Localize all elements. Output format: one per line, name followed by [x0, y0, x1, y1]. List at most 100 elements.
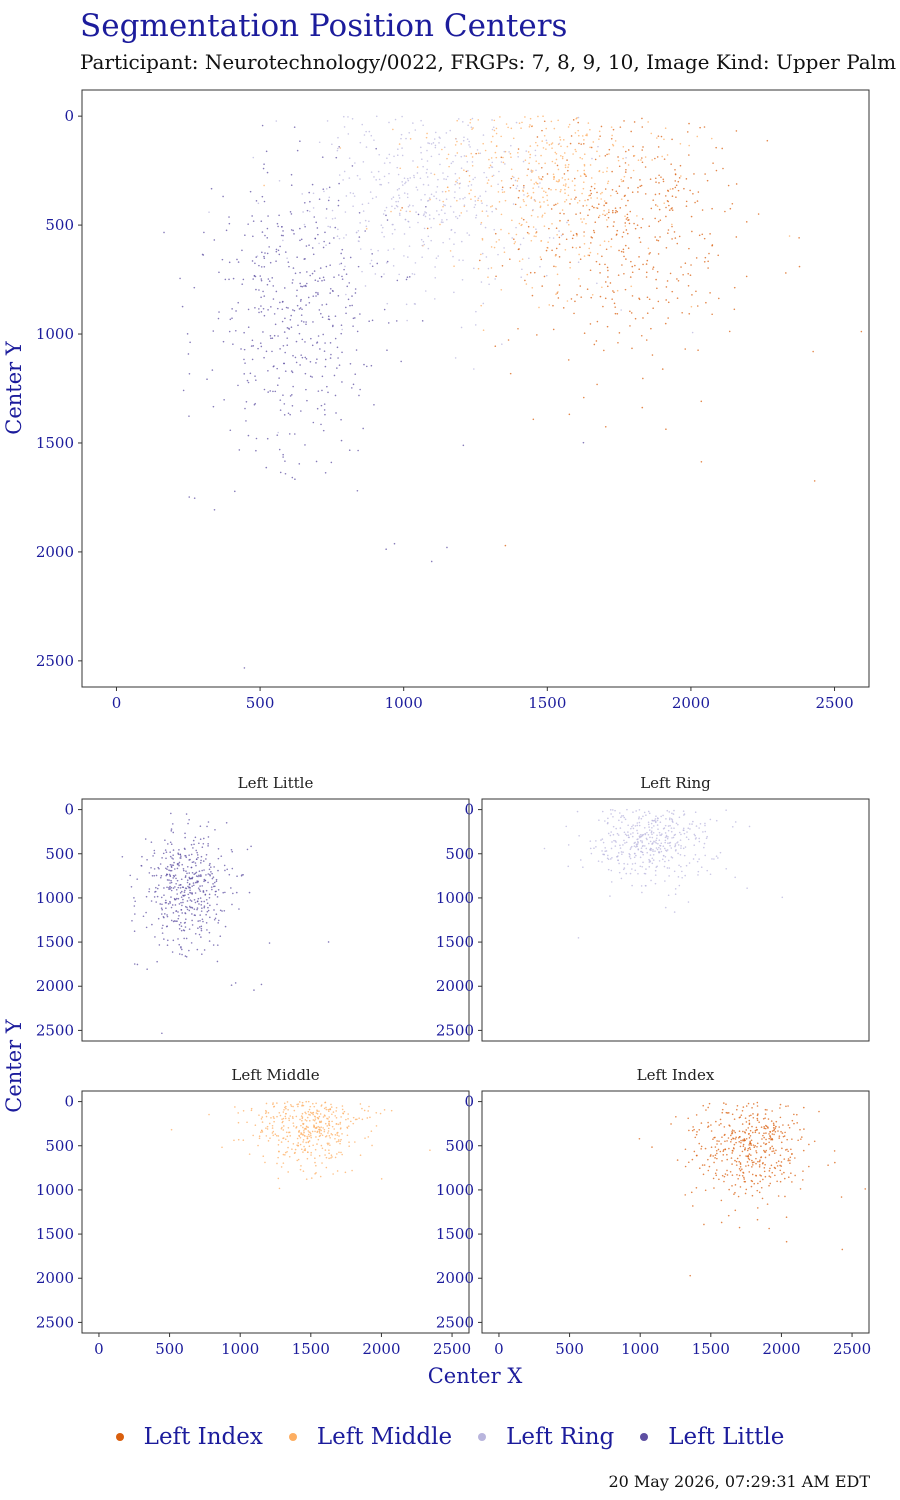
point [187, 353, 190, 355]
point [709, 292, 711, 294]
point [290, 213, 293, 215]
point [214, 917, 217, 920]
point [754, 1129, 757, 1132]
point [318, 242, 320, 245]
point [454, 357, 457, 359]
point [487, 276, 489, 279]
point [164, 902, 167, 904]
point [318, 277, 321, 280]
point [314, 1148, 317, 1151]
point [362, 161, 365, 163]
point [186, 872, 188, 875]
point [452, 255, 454, 258]
point [569, 142, 572, 145]
point [527, 151, 530, 153]
point [433, 173, 436, 176]
point [306, 209, 309, 212]
point [607, 821, 609, 824]
point [475, 216, 477, 219]
point [561, 177, 564, 179]
point [568, 123, 571, 126]
point [325, 1166, 328, 1169]
point [191, 876, 194, 879]
point [186, 906, 188, 909]
point [712, 162, 714, 164]
point [495, 207, 497, 210]
point [404, 218, 407, 221]
point [173, 861, 175, 864]
point [286, 337, 289, 339]
point [328, 1110, 330, 1112]
point [528, 232, 530, 235]
point [336, 149, 339, 152]
point [752, 1164, 754, 1166]
point [618, 165, 621, 168]
point [162, 852, 165, 855]
point [343, 126, 346, 128]
point [615, 233, 618, 236]
point [435, 197, 438, 200]
point [321, 1147, 324, 1150]
panel-frame-left-middle [81, 1090, 470, 1334]
point [604, 850, 607, 852]
point [319, 1113, 322, 1115]
point [172, 849, 175, 851]
y-tick-label-left-index: 1000 [436, 1181, 474, 1199]
point [363, 1109, 366, 1112]
point [258, 1135, 261, 1138]
point [165, 857, 167, 860]
point [657, 239, 660, 242]
point [656, 205, 659, 208]
point [710, 1124, 712, 1126]
point [175, 888, 178, 891]
point [553, 176, 555, 178]
point [676, 278, 678, 280]
point [341, 328, 343, 331]
point [645, 276, 648, 278]
point [538, 306, 540, 309]
point [654, 818, 657, 820]
point [316, 1109, 318, 1111]
point [535, 160, 538, 162]
point [145, 911, 147, 914]
point [329, 1108, 332, 1111]
point [361, 270, 363, 273]
point [199, 914, 202, 916]
point [292, 1105, 294, 1108]
point [651, 843, 654, 845]
point [712, 1177, 715, 1180]
point [169, 869, 172, 872]
point [335, 1116, 338, 1119]
point [725, 1103, 727, 1106]
point [268, 942, 271, 944]
point [631, 271, 634, 274]
point [622, 157, 624, 160]
point [309, 360, 312, 363]
point [511, 175, 514, 178]
point [211, 888, 213, 891]
point [624, 818, 627, 821]
point [640, 159, 642, 161]
point [334, 226, 337, 229]
point [198, 933, 201, 936]
point [166, 944, 169, 947]
point [208, 211, 210, 213]
point [583, 332, 586, 334]
point [703, 1223, 705, 1226]
point [570, 298, 573, 300]
point [411, 272, 414, 275]
point [300, 320, 303, 322]
point [465, 170, 468, 173]
point [371, 197, 374, 200]
point [304, 444, 306, 446]
point [779, 1107, 781, 1109]
point [662, 814, 664, 817]
point [671, 238, 673, 240]
point [664, 832, 667, 834]
point [665, 247, 668, 249]
point [646, 312, 649, 315]
point [414, 303, 417, 305]
point [359, 313, 361, 315]
point [722, 167, 724, 170]
point [441, 219, 443, 221]
